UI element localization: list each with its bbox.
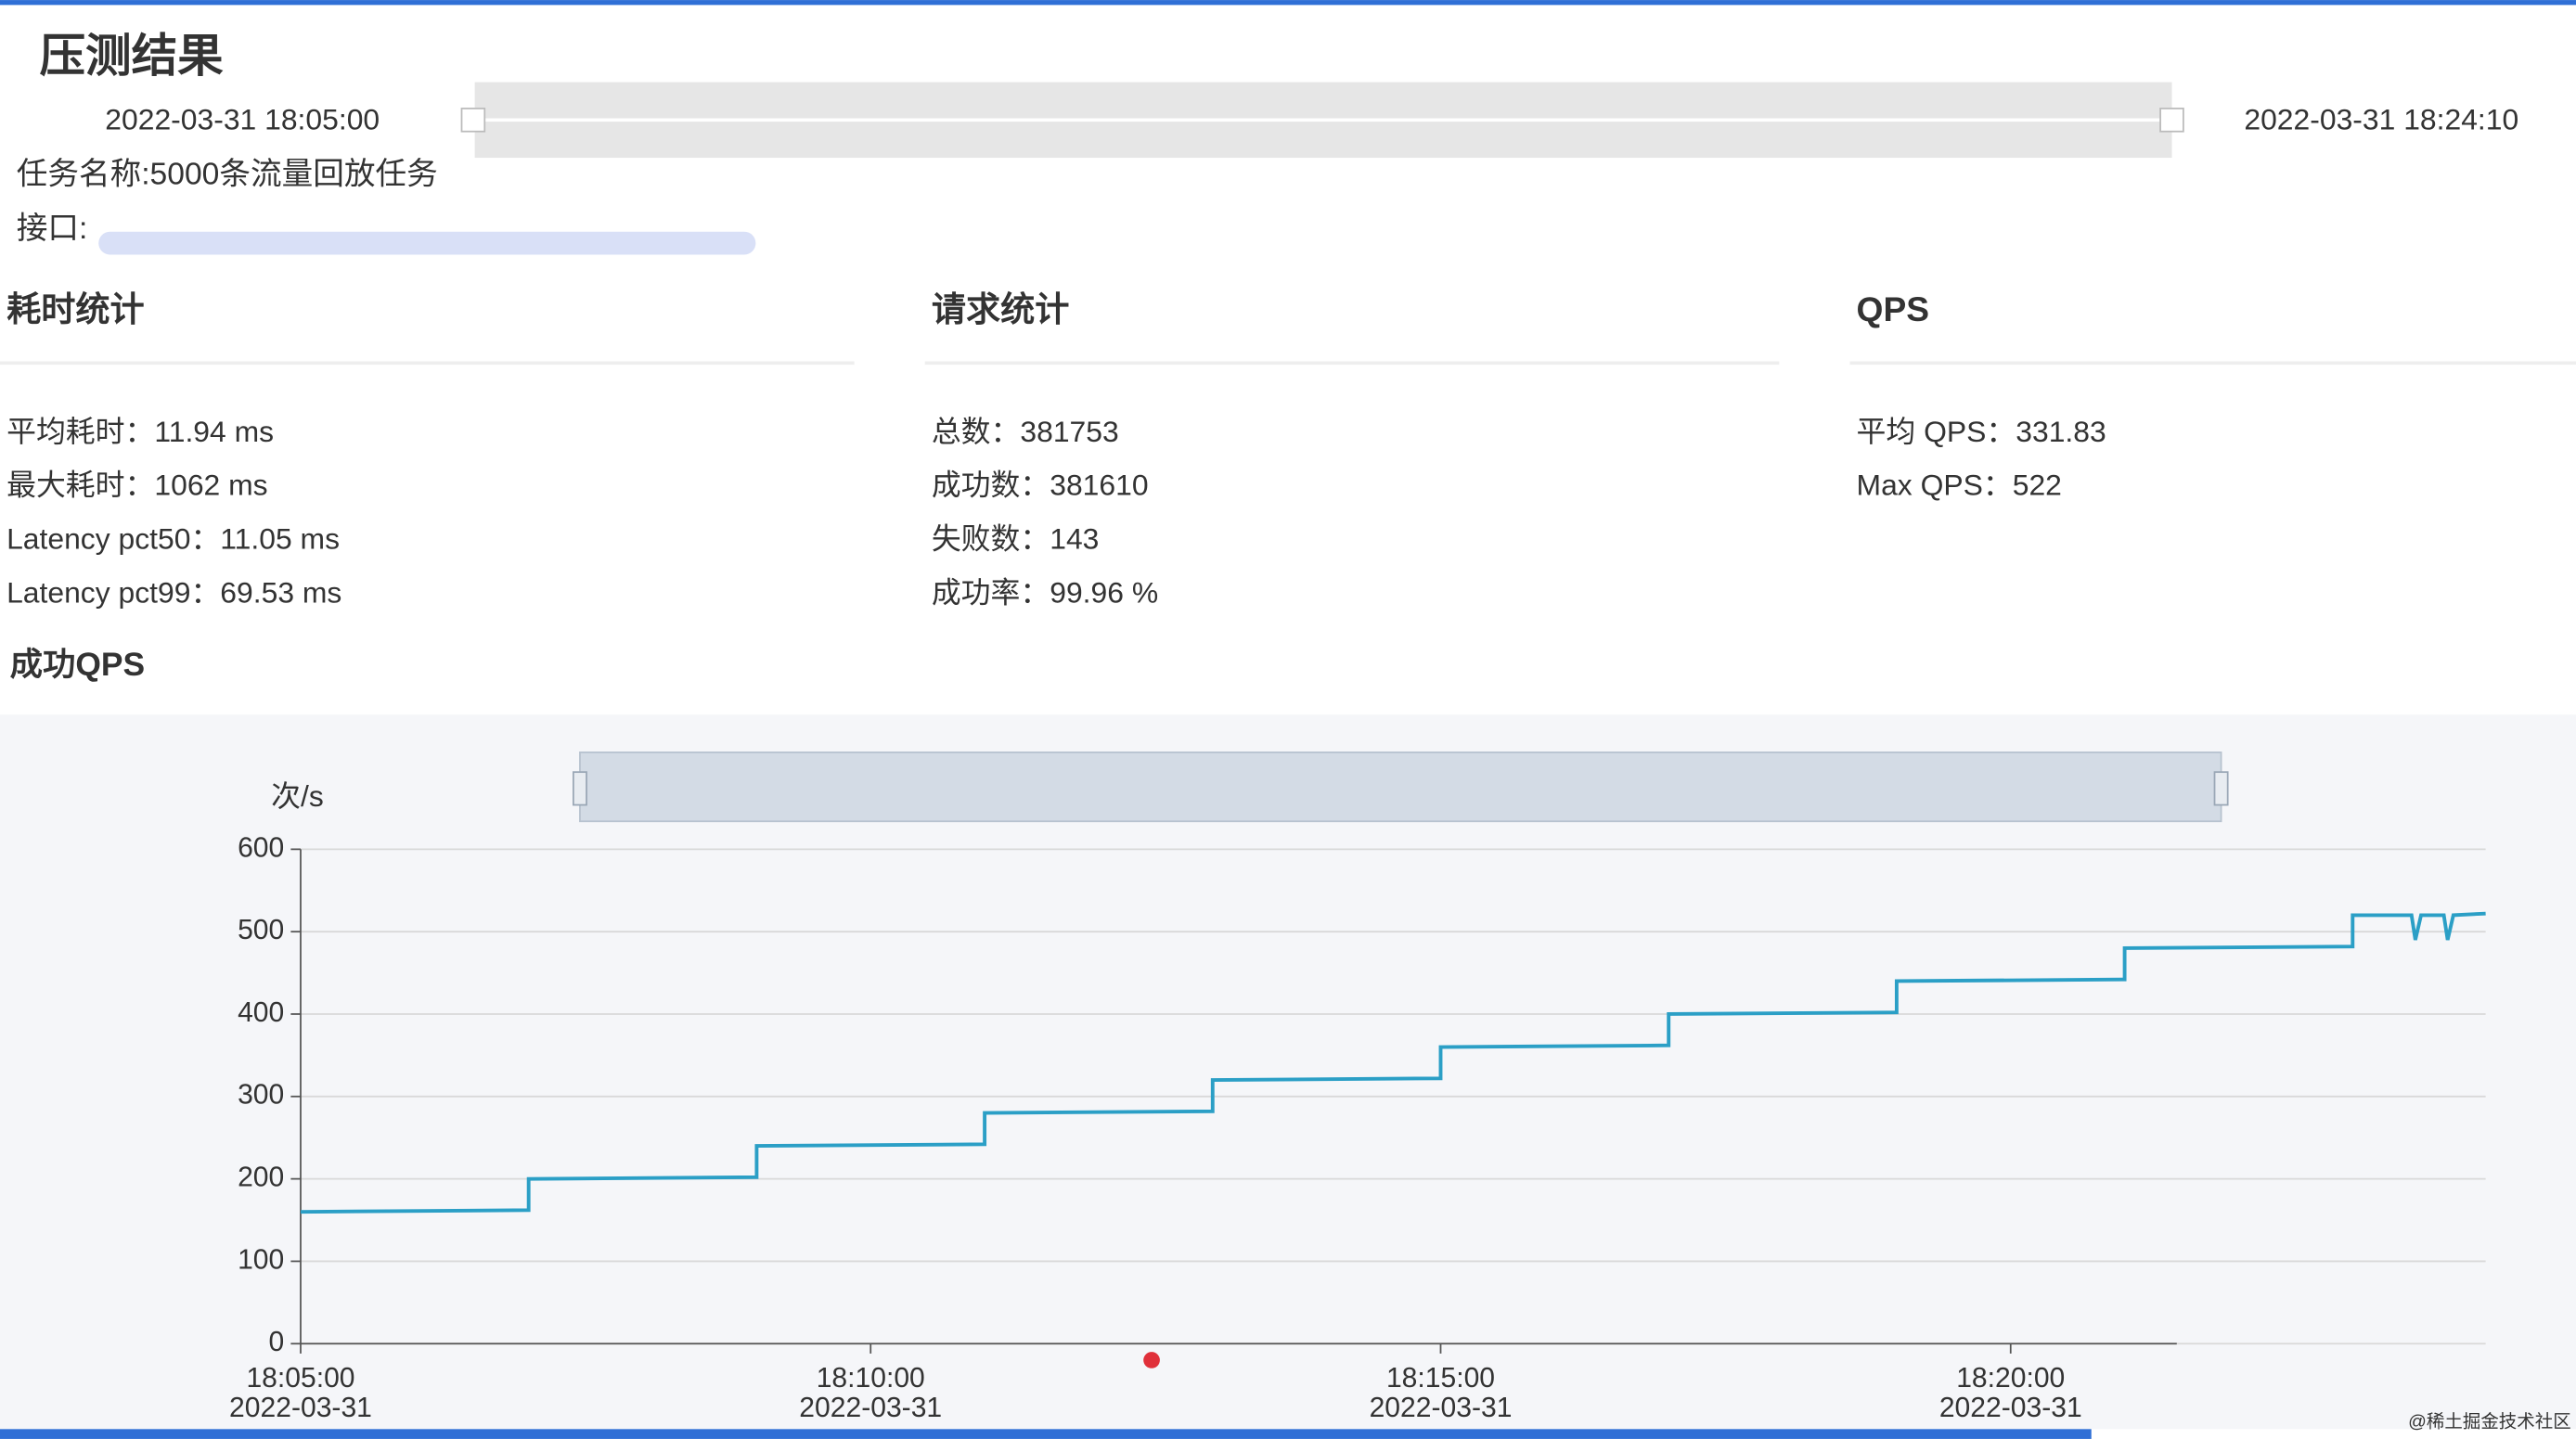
- qps-line: [300, 911, 2486, 1214]
- stat-item: 成功数：381610: [932, 469, 1149, 502]
- y-tick-label: 0: [269, 1327, 285, 1357]
- x-tick-label: 2022-03-31: [1370, 1393, 1513, 1423]
- chart-title: 成功QPS: [10, 646, 146, 683]
- cursor: [1143, 1352, 1160, 1368]
- y-tick-label: 300: [238, 1080, 284, 1111]
- page-title: 压测结果: [39, 30, 224, 82]
- stat-item: 最大耗时：1062 ms: [6, 469, 268, 502]
- x-tick-label: 2022-03-31: [799, 1393, 942, 1423]
- stat-item: 失败数：143: [932, 522, 1100, 556]
- stat-item: 成功率：99.96 %: [932, 576, 1158, 610]
- zoom-handle[interactable]: [2213, 771, 2229, 806]
- x-tick-label: 18:05:00: [246, 1363, 354, 1394]
- slider-handle[interactable]: [460, 108, 486, 133]
- y-tick-label: 100: [238, 1244, 284, 1275]
- stat-item: 平均 QPS：331.83: [1857, 415, 2106, 448]
- slider-handle[interactable]: [2159, 108, 2184, 133]
- blurred-api: [98, 231, 756, 255]
- x-tick-label: 18:15:00: [1386, 1363, 1495, 1394]
- watermark: @稀土掘金技术社区: [2408, 1411, 2571, 1432]
- y-axis-label: 次/s: [271, 779, 324, 813]
- stat-item: 平均耗时：11.94 ms: [6, 415, 274, 448]
- section-title: 请求统计: [932, 289, 1070, 328]
- plot: 010020030040050060018:05:002022-03-3118:…: [229, 832, 2486, 1423]
- x-tick-label: 18:20:00: [1956, 1363, 2065, 1394]
- stat-item: Latency pct99：69.53 ms: [6, 576, 341, 610]
- y-tick-label: 200: [238, 1163, 284, 1193]
- task-name: 任务名称:5000条流量回放任务: [17, 156, 438, 191]
- y-tick-label: 500: [238, 915, 284, 945]
- zoom-handle[interactable]: [572, 771, 587, 806]
- y-tick-label: 400: [238, 997, 284, 1028]
- x-tick-label: 2022-03-31: [229, 1393, 372, 1423]
- x-tick-label: 18:10:00: [817, 1363, 925, 1394]
- stat-item: 总数：381753: [932, 415, 1119, 448]
- chart-panel: [0, 714, 2576, 1430]
- stat-item: Max QPS：522: [1857, 469, 2062, 502]
- bottom-bar: [0, 1429, 2092, 1439]
- section-title: QPS: [1857, 289, 1929, 328]
- zoom-slider[interactable]: [579, 752, 2222, 823]
- y-tick-label: 600: [238, 832, 284, 863]
- section-title: 耗时统计: [6, 289, 145, 328]
- stat-item: Latency pct50：11.05 ms: [6, 522, 340, 556]
- start-time: 2022-03-31 18:05:00: [105, 102, 380, 135]
- end-time: 2022-03-31 18:24:10: [2244, 102, 2518, 135]
- x-tick-label: 2022-03-31: [1939, 1393, 2082, 1423]
- top-bar: [0, 0, 2576, 6]
- api-label: 接口:: [17, 212, 88, 246]
